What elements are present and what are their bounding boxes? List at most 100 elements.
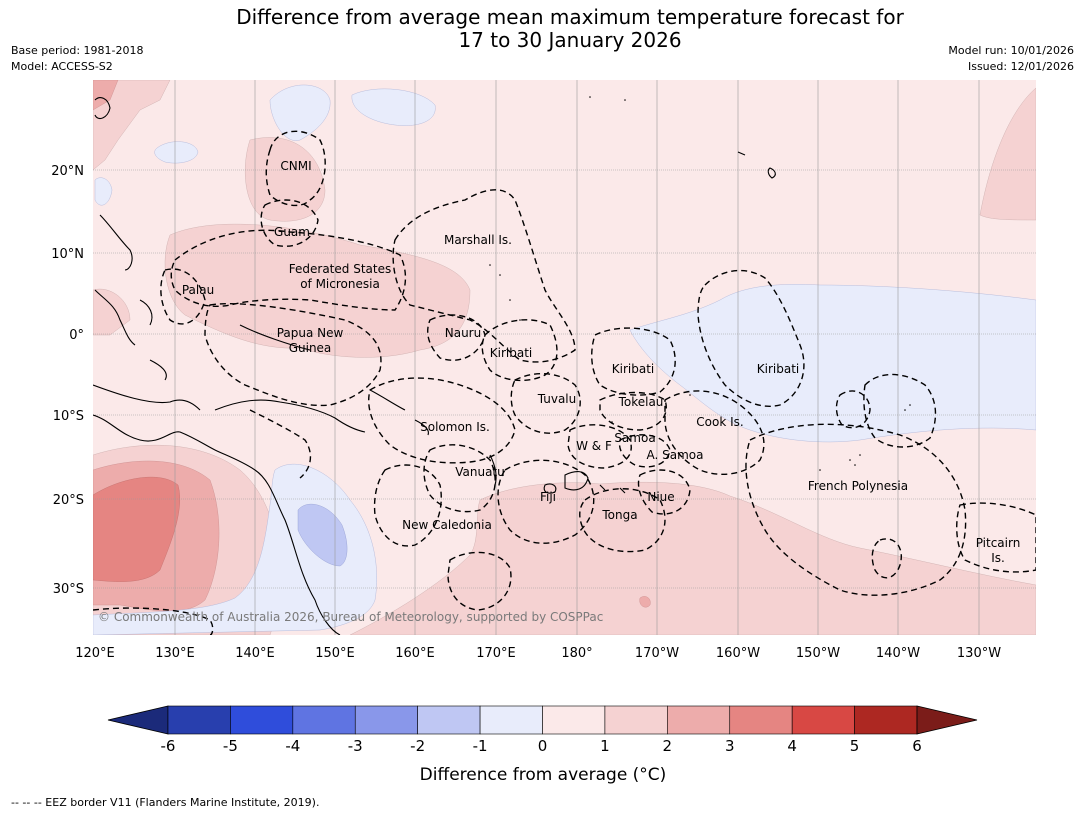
colorbar-tick-label: -1	[473, 737, 488, 755]
model-name: Model: ACCESS-S2	[11, 60, 113, 73]
colorbar-tick-label: -6	[161, 737, 176, 755]
eez-tokelau	[599, 391, 667, 431]
eez-niue	[637, 469, 691, 515]
label-niue: Niue	[647, 490, 674, 504]
colorbar-swatch	[542, 705, 606, 735]
longitude-tick-label: 170°E	[476, 646, 516, 661]
colorbar-tick-label: -4	[285, 737, 300, 755]
longitude-tick-label: 130°E	[155, 646, 195, 661]
colorbar-tick-label: -5	[223, 737, 238, 755]
latitude-tick-label: 0°	[69, 328, 84, 343]
colorbar-swatch	[230, 705, 294, 735]
meta-left: Base period: 1981-2018 Model: ACCESS-S2	[11, 43, 143, 75]
colorbar-swatch	[854, 705, 918, 735]
eez-nauru	[427, 314, 486, 361]
label-newcal: New Caledonia	[402, 518, 492, 532]
colorbar-tick-label: 4	[787, 737, 797, 755]
copyright-notice: © Commonwealth of Australia 2026, Bureau…	[98, 610, 603, 624]
eez-palau	[160, 268, 206, 325]
colorbar-tick-label: 2	[663, 737, 673, 755]
colorbar-tick-label: 6	[912, 737, 922, 755]
map-area: CNMI Guam Marshall Is. Federated States …	[93, 80, 1036, 635]
eez-fsm	[170, 229, 407, 311]
eez-samoa	[618, 434, 671, 468]
colorbar-swatch	[604, 705, 668, 735]
label-guam: Guam	[274, 225, 310, 239]
label-tokelau: Tokelau	[618, 395, 664, 409]
eez-fiji	[497, 459, 595, 544]
colorbar-label: Difference from average (°C)	[420, 765, 667, 785]
label-cnmi: CNMI	[280, 159, 311, 173]
label-kiribati-c: Kiribati	[612, 362, 654, 376]
colorbar-ticks: -6 -5 -4 -3 -2 -1 0 1 2 3 4 5 6	[161, 737, 922, 755]
label-png-2: Guinea	[289, 341, 332, 355]
eez-solomon	[368, 377, 516, 464]
longitude-tick-label: 130°W	[957, 646, 1001, 661]
label-wf: W & F	[576, 439, 612, 453]
longitude-tick-label: 140°E	[235, 646, 275, 661]
label-pitcairn-1: Pitcairn	[976, 536, 1021, 550]
gridlines	[93, 80, 1036, 635]
longitude-tick-label: 140°W	[876, 646, 920, 661]
label-tuvalu: Tuvalu	[537, 392, 577, 406]
label-frenchpoly: French Polynesia	[808, 479, 908, 493]
label-kiribati-e: Kiribati	[757, 362, 799, 376]
colorbar-tick-label: 1	[600, 737, 610, 755]
title-line-2: 17 to 30 January 2026	[458, 28, 682, 52]
small-islands	[489, 96, 911, 471]
eez-kiribati-e	[697, 269, 805, 407]
colorbar-swatch	[417, 705, 481, 735]
longitude-tick-label: 170°W	[635, 646, 679, 661]
latitude-labels: 20°N 10°N 0° 10°S 20°S 30°S	[51, 164, 84, 597]
colorbar-swatch	[354, 705, 418, 735]
colorbar-swatch	[479, 705, 543, 735]
meta-right: Model run: 10/01/2026 Issued: 12/01/2026	[948, 43, 1074, 75]
colorbar-high-extend	[916, 705, 978, 735]
eez-kiribati-c	[591, 327, 676, 396]
base-period: Base period: 1981-2018	[11, 44, 144, 57]
label-cook: Cook Is.	[696, 415, 743, 429]
region-labels: CNMI Guam Marshall Is. Federated States …	[182, 159, 1020, 565]
label-fsm-1: Federated States	[289, 262, 391, 276]
eez-cook	[664, 390, 765, 475]
colorbar-swatches	[167, 705, 918, 735]
longitude-tick-label: 150°E	[315, 646, 355, 661]
eez-kiribati-w	[481, 319, 558, 382]
label-palau: Palau	[182, 283, 214, 297]
label-samoa: Samoa	[614, 431, 655, 445]
label-fiji: Fiji	[540, 490, 556, 504]
label-marshall: Marshall Is.	[444, 233, 512, 247]
title-line-1: Difference from average mean maximum tem…	[236, 5, 904, 29]
longitude-tick-label: 180°	[561, 646, 592, 661]
australia-coast	[93, 414, 341, 635]
chart-title: Difference from average mean maximum tem…	[0, 6, 1085, 52]
colorbar-tick-label: 5	[850, 737, 860, 755]
colorbar-swatch	[791, 705, 855, 735]
label-png-1: Papua New	[277, 326, 344, 340]
colorbar-swatch	[729, 705, 793, 735]
colorbar: -6 -5 -4 -3 -2 -1 0 1 2 3 4 5 6 Difference from aver…	[107, 705, 978, 785]
eez-marshall	[392, 189, 576, 363]
eez-newcal	[373, 464, 442, 547]
eez-tuvalu	[510, 372, 581, 434]
label-asamoa: A. Samoa	[647, 448, 704, 462]
eez-borders	[93, 130, 1036, 635]
latitude-tick-label: 10°N	[51, 247, 84, 262]
latitude-tick-label: 20°N	[51, 164, 84, 179]
eez-guam	[260, 199, 319, 247]
colorbar-tick-label: 3	[725, 737, 735, 755]
colorbar-tick-label: 0	[538, 737, 548, 755]
colorbar-swatch	[667, 705, 731, 735]
longitude-tick-label: 120°E	[75, 646, 115, 661]
anomaly-3-4	[93, 476, 180, 582]
issued-date: Issued: 12/01/2026	[967, 60, 1074, 73]
longitude-tick-label: 160°W	[716, 646, 760, 661]
colorbar-tick-label: -3	[348, 737, 363, 755]
eez-tonga	[579, 488, 666, 553]
label-nauru: Nauru	[445, 326, 481, 340]
colorbar-swatch	[167, 705, 231, 735]
eez-pitcairn	[956, 502, 1036, 573]
latitude-tick-label: 10°S	[53, 409, 84, 424]
label-tonga: Tonga	[601, 508, 637, 522]
